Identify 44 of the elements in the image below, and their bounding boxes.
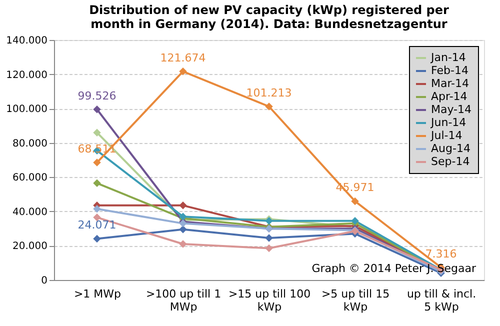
legend-label: Mar-14	[431, 77, 470, 90]
x-tick-label: up till & incl. 5 kWp	[406, 288, 476, 314]
point	[179, 240, 187, 248]
legend-label: Aug-14	[431, 142, 470, 155]
y-tick-label: 20.000	[12, 241, 48, 252]
point	[179, 68, 187, 76]
legend-label: Apr-14	[431, 90, 468, 103]
annotation: Graph © 2014 Peter J. Segaar	[312, 262, 476, 275]
y-tick-label: 60.000	[12, 172, 48, 184]
legend-label: Jun-14	[430, 116, 466, 129]
legend-label: Sep-14	[431, 155, 470, 168]
chart-title: Distribution of new PV capacity (kWp) registered per month in Germany (2014). Data: Bundesnetzagentur	[89, 3, 449, 31]
point	[179, 202, 187, 210]
point	[265, 244, 273, 252]
point	[265, 102, 273, 110]
point	[179, 226, 187, 234]
y-tick-label: 40.000	[12, 206, 48, 218]
x-tick-label: >5 up till 15 kWp	[321, 288, 390, 314]
point	[93, 128, 101, 136]
data-label: 121.674	[160, 51, 206, 64]
point	[93, 234, 101, 243]
data-label: 101.213	[246, 86, 292, 100]
point	[93, 204, 101, 213]
y-tick-label: 120.000	[6, 70, 48, 81]
y-tick-label: 100.000	[6, 104, 48, 116]
point	[93, 179, 101, 188]
point	[93, 158, 101, 166]
data-label: 99.526	[78, 89, 116, 102]
data-label: 7.316	[425, 247, 457, 260]
point	[93, 106, 101, 114]
y-tick-label: 140.000	[6, 36, 48, 46]
point	[351, 197, 359, 206]
x-tick-label: >1 MWp	[74, 288, 122, 300]
x-tick-label: >15 up till 100 kWp	[228, 288, 311, 314]
point	[351, 216, 359, 225]
legend-label: May-14	[431, 103, 472, 116]
legend-label: Jan-14	[430, 51, 466, 64]
y-tick-label: 80.000	[12, 138, 48, 150]
point	[265, 234, 273, 242]
legend-label: Jul-14	[430, 129, 462, 142]
legend-label: Feb-14	[431, 64, 468, 77]
y-tick-label: 0	[41, 276, 48, 286]
data-label: 24.071	[78, 218, 116, 232]
x-tick-label: >100 up till 1 MWp	[146, 288, 222, 314]
